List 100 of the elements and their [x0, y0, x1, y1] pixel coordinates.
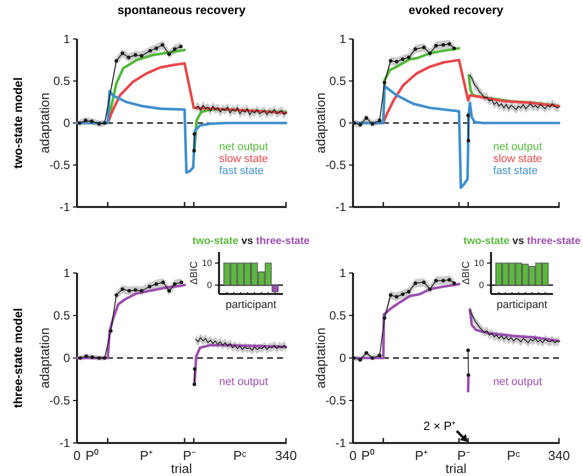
x-tick-label: Pᶜ [233, 448, 247, 463]
line-series [195, 104, 286, 116]
point [466, 138, 470, 142]
y-axis-title: ΔBIC [461, 261, 472, 285]
point [441, 43, 446, 47]
text: net output [219, 376, 268, 388]
point [154, 46, 158, 50]
point [428, 287, 432, 291]
point [358, 358, 362, 362]
point [160, 43, 164, 47]
y-tick-label: 1 [63, 32, 70, 46]
y-tick-label: 0.5 [53, 74, 70, 88]
y-tick-label: -0.5 [325, 393, 346, 408]
point [364, 116, 368, 120]
y-axis-title: adaptation [37, 92, 52, 154]
point [90, 355, 94, 359]
x-axis-title: participant [496, 299, 548, 311]
chart-title: vs [238, 235, 254, 247]
text: fast state [219, 164, 264, 177]
point [448, 278, 452, 282]
y-tick-label: -0.5 [49, 393, 70, 408]
y-tick-label: 10 [474, 258, 484, 268]
point [388, 59, 392, 63]
y-axis-title: ΔBIC [189, 261, 200, 285]
point [414, 281, 418, 285]
point [466, 373, 470, 377]
point [364, 351, 368, 355]
point [382, 316, 386, 320]
chart-title: evoked recovery [408, 3, 504, 17]
point [400, 57, 404, 61]
annotation: 2 × P⁺ [423, 419, 456, 433]
x-axis-title: participant [226, 299, 276, 311]
point [172, 47, 177, 51]
x-tick-label: P⁺ [140, 448, 152, 463]
text: three-state [253, 235, 310, 247]
point [452, 46, 456, 50]
x-axis-title: trial [171, 461, 192, 476]
x-axis-title: trial [446, 461, 467, 476]
y-tick-label: -1 [59, 200, 70, 214]
series-label: two-state [192, 235, 239, 247]
point [127, 289, 132, 293]
text: net output [493, 140, 542, 153]
point [161, 280, 165, 284]
point [120, 51, 124, 56]
point [452, 281, 456, 285]
legend-label: three-state [524, 235, 581, 247]
point [78, 356, 82, 360]
point [102, 121, 106, 125]
line-series [195, 337, 286, 351]
point [406, 56, 411, 60]
line-series [76, 90, 288, 174]
text: three-state model [11, 308, 25, 408]
point [140, 289, 144, 293]
point [172, 282, 177, 286]
point [378, 118, 382, 122]
point [192, 132, 196, 136]
y-tick-label: -0.5 [49, 158, 70, 172]
point [114, 293, 118, 297]
x-tick-label: P⁰ [86, 448, 100, 463]
point [78, 121, 82, 125]
point [84, 354, 88, 358]
y-tick-label: -0.5 [325, 158, 346, 172]
point [126, 56, 130, 60]
point [370, 122, 374, 126]
point [352, 356, 356, 360]
y-tick-label: -1 [335, 200, 346, 214]
y-tick-label: 0.5 [53, 308, 70, 322]
point [84, 118, 88, 122]
point [109, 329, 113, 333]
y-tick-label: 0 [63, 350, 70, 365]
point [192, 382, 196, 386]
point [414, 47, 418, 51]
point [180, 280, 184, 284]
point [466, 114, 470, 118]
point [148, 48, 152, 53]
point [134, 53, 138, 57]
point [428, 51, 432, 56]
point [466, 348, 470, 352]
y-axis-title: adaptation [37, 328, 52, 388]
point [422, 280, 426, 284]
y-tick-label: -1 [59, 436, 70, 450]
y-tick-label: 10 [202, 258, 212, 268]
series-label: two-state [463, 235, 510, 247]
point [102, 356, 106, 360]
point [370, 356, 374, 360]
point [154, 282, 158, 286]
y-tick-label: -1 [335, 436, 346, 450]
point [358, 122, 362, 126]
point [388, 293, 392, 297]
x-tick-label: 0 [73, 448, 81, 463]
point [167, 289, 172, 293]
x-tick-label: 340 [548, 448, 570, 463]
x-tick-label: P⁺ [414, 448, 428, 463]
x-tick-label: P⁻ [182, 448, 196, 463]
point [90, 120, 94, 124]
point [134, 288, 138, 292]
point [97, 122, 101, 126]
x-tick-label: P⁻ [457, 448, 470, 463]
point [148, 284, 152, 288]
y-tick-label: 0 [339, 116, 346, 130]
